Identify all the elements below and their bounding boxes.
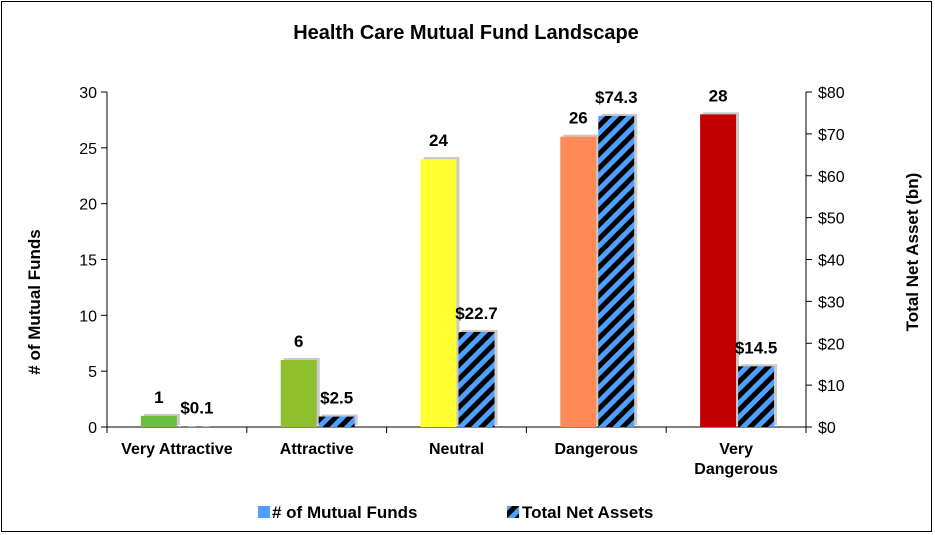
y-right-tick-label: $60 <box>818 169 845 186</box>
y-left-tick-label: 10 <box>79 308 97 325</box>
data-label-mutual-funds: 24 <box>429 131 448 150</box>
x-category-label: Dangerous <box>555 441 639 458</box>
y-left-tick-label: 5 <box>88 364 97 381</box>
y-right-tick-label: $10 <box>818 378 845 395</box>
chart-title: Health Care Mutual Fund Landscape <box>293 22 639 44</box>
data-label-mutual-funds: 28 <box>709 86 728 105</box>
y-right-tick-label: $20 <box>818 336 845 353</box>
legend-swatch-mutual-funds <box>258 506 270 518</box>
bar-mutual-funds <box>140 415 177 427</box>
bar-mutual-funds <box>700 114 737 427</box>
y-left-tick-label: 25 <box>79 141 97 158</box>
bar-total-net-assets <box>458 331 495 427</box>
y-right-tick-label: $50 <box>818 211 845 228</box>
x-category-label: Attractive <box>280 441 354 458</box>
legend: # of Mutual Funds Total Net Assets <box>258 503 653 522</box>
y-right-tick-label: $40 <box>818 253 845 270</box>
x-category-label: Neutral <box>429 441 484 458</box>
legend-label-total-net-assets: Total Net Assets <box>522 503 653 522</box>
bar-mutual-funds <box>280 360 317 427</box>
y-left-tick-label: 0 <box>88 420 97 437</box>
data-label-total-net-assets: $74.3 <box>595 88 638 107</box>
y-axis-left-label: # of Mutual Funds <box>25 229 44 374</box>
data-label-mutual-funds: 6 <box>294 332 303 351</box>
legend-swatch-total-net-assets <box>507 506 519 518</box>
bars <box>140 114 775 428</box>
y-axis-right: $0 $10 $20 $30 $40 $50 $60 $70 $80 <box>805 85 845 437</box>
data-label-mutual-funds: 1 <box>154 388 163 407</box>
y-right-tick-label: $80 <box>818 85 845 102</box>
bar-total-net-assets <box>598 115 635 428</box>
data-label-total-net-assets: $0.1 <box>180 399 213 418</box>
y-right-tick-label: $70 <box>818 127 845 144</box>
x-category-label: Very Dangerous <box>694 441 778 478</box>
data-label-total-net-assets: $22.7 <box>455 304 498 323</box>
y-right-tick-label: $0 <box>818 420 836 437</box>
y-left-tick-label: 20 <box>79 197 97 214</box>
bar-total-net-assets <box>738 366 775 427</box>
bar-mutual-funds <box>560 136 597 427</box>
y-axis-left: 0 5 10 15 20 25 30 <box>79 85 108 437</box>
y-right-tick-label: $30 <box>818 294 845 311</box>
y-left-tick-label: 30 <box>79 85 97 102</box>
data-label-total-net-assets: $2.5 <box>320 389 353 408</box>
x-axis: Very Attractive Attractive Neutral Dangerou… <box>106 426 807 478</box>
bar-mutual-funds <box>420 159 457 427</box>
data-label-mutual-funds: 26 <box>569 109 588 128</box>
data-labels: 1 $0.1 6 $2.5 24 $22.7 26 $74.3 28 $14.5 <box>154 86 777 417</box>
y-axis-right-label: Total Net Asset (bn) <box>903 173 922 332</box>
legend-label-mutual-funds: # of Mutual Funds <box>272 503 417 522</box>
x-category-label: Very Attractive <box>121 441 233 458</box>
y-left-tick-label: 15 <box>79 253 97 270</box>
data-label-total-net-assets: $14.5 <box>735 338 778 357</box>
bar-total-net-assets <box>318 416 355 427</box>
